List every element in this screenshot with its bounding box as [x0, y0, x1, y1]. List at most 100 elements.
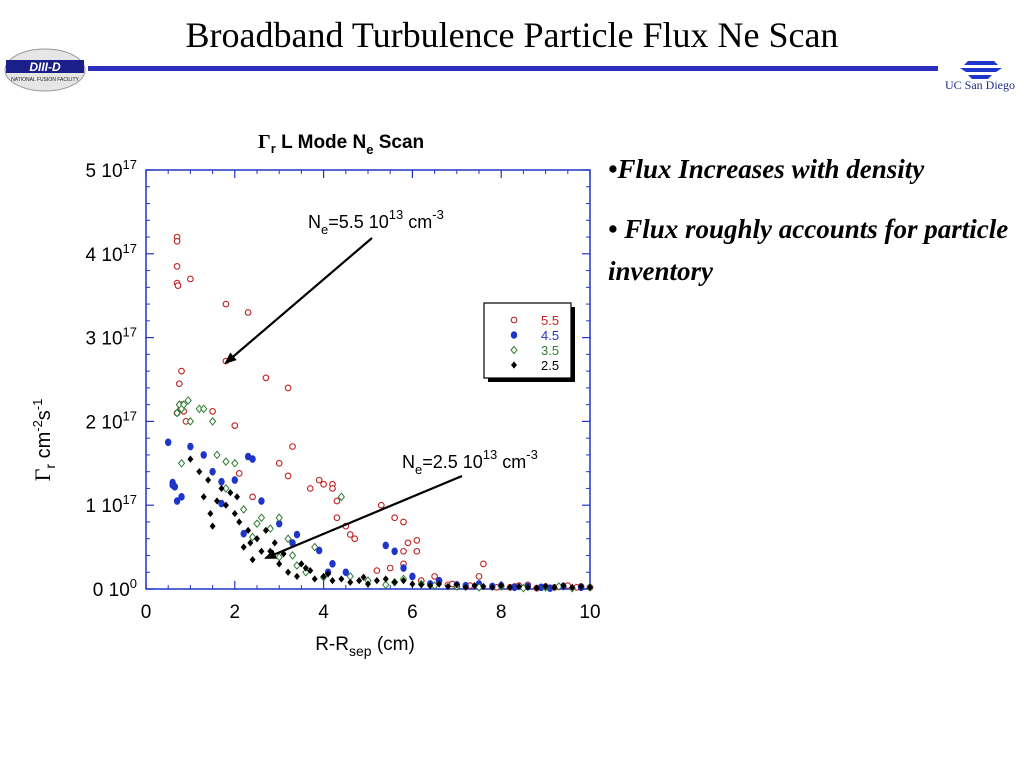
- data-point: [187, 275, 194, 283]
- data-point: [409, 580, 416, 588]
- data-point: [325, 570, 332, 578]
- data-point: [427, 582, 434, 590]
- data-point: [315, 546, 323, 555]
- x-axis-label: R-Rsep (cm): [315, 634, 415, 659]
- data-point: [498, 582, 505, 590]
- data-point: [431, 573, 438, 580]
- uc-san-diego-logo-text: UC San Diego: [945, 78, 1015, 92]
- data-point: [205, 476, 212, 484]
- x-tick-label: 0: [141, 602, 152, 623]
- annotation-label: Ne=2.5 1013 cm-3: [402, 447, 538, 477]
- data-point: [373, 567, 381, 574]
- data-point: [320, 572, 327, 581]
- data-point: [578, 582, 585, 591]
- data-point: [262, 526, 269, 534]
- data-point: [537, 583, 545, 592]
- y-tick-label: 3 1017: [86, 325, 137, 350]
- data-point: [542, 582, 549, 591]
- data-point: [213, 450, 221, 460]
- data-point: [249, 455, 256, 463]
- data-points: [165, 233, 594, 593]
- data-point: [288, 551, 297, 560]
- data-point: [365, 580, 371, 588]
- diii-d-logo: DIII-D NATIONAL FUSION FACILITY: [4, 48, 86, 92]
- data-point: [400, 518, 407, 526]
- data-point: [391, 547, 398, 556]
- data-point: [471, 582, 478, 590]
- data-point: [391, 514, 398, 522]
- data-point: [360, 573, 367, 581]
- data-point: [333, 514, 341, 522]
- data-point: [480, 582, 487, 591]
- bullet-item: •Flux Increases with density: [608, 154, 925, 184]
- data-point: [271, 539, 278, 547]
- data-point: [200, 404, 208, 414]
- legend-box: [483, 302, 572, 379]
- data-point: [209, 522, 216, 530]
- annotation-arrow: [264, 474, 463, 560]
- y-axis-label-gamma: Γ: [30, 468, 55, 481]
- x-tick-label: 6: [407, 602, 418, 623]
- data-point: [186, 417, 195, 426]
- y-tick-label: 0 100: [93, 576, 137, 601]
- data-point: [174, 282, 182, 289]
- data-point: [551, 583, 558, 591]
- data-point: [293, 561, 301, 570]
- legend-marker: [511, 361, 517, 369]
- data-point: [178, 493, 185, 501]
- data-point: [329, 560, 336, 568]
- data-point: [569, 583, 576, 591]
- chart-title: Γr L Mode Ne Scan: [258, 131, 424, 157]
- y-tick-label: 5 1017: [86, 157, 137, 182]
- data-point: [218, 477, 225, 486]
- chart-title-mid: L Mode N: [276, 132, 366, 153]
- data-point: [175, 380, 183, 388]
- data-point: [240, 543, 247, 551]
- data-point: [302, 564, 309, 572]
- data-point: [258, 497, 265, 505]
- data-point: [173, 408, 181, 418]
- data-point: [524, 583, 531, 591]
- data-point: [307, 566, 314, 575]
- data-point: [285, 568, 292, 576]
- data-point: [546, 584, 554, 592]
- data-point: [245, 526, 252, 534]
- y-axis-label-exp2: -1: [30, 399, 45, 411]
- x-tick-label: 4: [318, 602, 329, 623]
- data-point: [209, 467, 216, 476]
- data-point: [533, 584, 540, 592]
- y-axis-label-cm: cm: [33, 432, 55, 464]
- data-point: [165, 438, 172, 447]
- y-tick-label: 4 1017: [86, 241, 137, 266]
- data-point: [284, 384, 292, 392]
- data-point: [240, 529, 247, 538]
- legend-marker: [510, 331, 518, 339]
- x-tick-label: 2: [230, 602, 241, 623]
- data-point: [351, 535, 359, 543]
- x-tick-labels: 0 2 4 6 8 10: [141, 602, 601, 623]
- diii-d-logo-subtext: NATIONAL FUSION FACILITY: [11, 77, 79, 83]
- data-point: [289, 539, 296, 547]
- data-point: [377, 501, 385, 509]
- data-point: [249, 556, 256, 564]
- data-point: [231, 422, 239, 429]
- data-point: [480, 560, 487, 568]
- data-point: [236, 518, 243, 526]
- data-point: [462, 583, 469, 591]
- data-point: [444, 582, 451, 591]
- data-point: [311, 575, 318, 583]
- chart-title-sub: r: [271, 141, 276, 156]
- data-point: [209, 407, 216, 415]
- data-point: [382, 580, 390, 590]
- data-point: [249, 493, 256, 501]
- data-point: [173, 263, 181, 270]
- data-point: [200, 451, 207, 459]
- chart-title-sub2: e: [366, 142, 373, 157]
- data-point: [400, 547, 407, 555]
- data-point: [266, 524, 274, 534]
- data-point: [208, 417, 217, 426]
- data-point: [329, 577, 336, 585]
- data-point: [386, 564, 394, 572]
- data-point: [418, 581, 425, 589]
- data-point: [511, 583, 518, 592]
